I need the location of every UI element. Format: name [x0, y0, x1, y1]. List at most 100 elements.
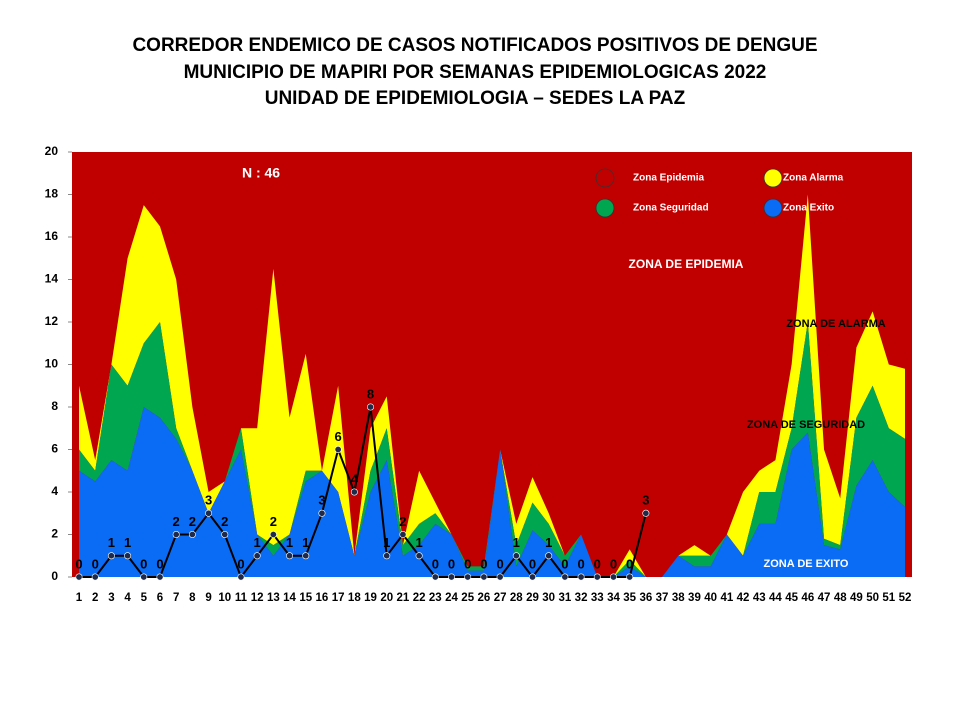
x-tick-label: 46 [801, 592, 814, 604]
case-marker [496, 573, 504, 581]
case-marker [626, 573, 634, 581]
case-marker [464, 573, 472, 581]
data-label: 2 [270, 514, 277, 529]
data-label: 1 [302, 535, 309, 550]
y-tick-label: 20 [45, 144, 59, 158]
x-tick-label: 8 [189, 592, 196, 604]
legend-marker [595, 198, 615, 218]
x-tick-label: 15 [299, 592, 312, 604]
case-marker [318, 509, 326, 517]
x-tick-label: 3 [108, 592, 114, 604]
y-tick-label: 12 [45, 314, 59, 328]
y-tick-label: 8 [51, 399, 58, 413]
x-tick-label: 29 [526, 592, 539, 604]
data-label: 0 [464, 556, 471, 571]
data-label: 0 [480, 556, 487, 571]
annotation: ZONA DE EPIDEMIA [629, 257, 744, 271]
x-tick-label: 4 [124, 592, 131, 604]
x-tick-label: 44 [769, 592, 782, 604]
data-label: 1 [383, 535, 390, 550]
case-marker [545, 552, 553, 560]
x-tick-label: 41 [720, 592, 733, 604]
x-tick-label: 22 [413, 592, 426, 604]
case-marker [75, 573, 83, 581]
data-label: 1 [513, 535, 520, 550]
data-label: 6 [335, 429, 342, 444]
data-label: 4 [351, 471, 359, 486]
data-label: 0 [610, 556, 617, 571]
y-tick-label: 2 [51, 527, 58, 541]
x-tick-label: 16 [316, 592, 329, 604]
data-label: 0 [237, 556, 244, 571]
y-tick-label: 18 [45, 187, 59, 201]
x-tick-label: 50 [866, 592, 879, 604]
y-tick-label: 0 [51, 569, 58, 583]
case-marker [367, 403, 375, 411]
case-marker [156, 573, 164, 581]
data-label: 0 [140, 556, 147, 571]
case-marker [593, 573, 601, 581]
data-label: 1 [545, 535, 552, 550]
case-marker [512, 552, 520, 560]
chart-title: MUNICIPIO DE MAPIRI POR SEMANAS EPIDEMIO… [184, 62, 767, 83]
case-marker [221, 530, 229, 538]
data-label: 3 [642, 493, 649, 508]
y-tick-label: 14 [45, 272, 59, 286]
annotation: ZONA DE EXITO [764, 558, 849, 570]
x-tick-label: 49 [850, 592, 863, 604]
x-tick-label: 25 [461, 592, 474, 604]
data-label: 1 [254, 535, 261, 550]
zone-area [79, 194, 905, 577]
x-tick-label: 9 [205, 592, 211, 604]
data-label: 1 [416, 535, 423, 550]
annotation: N : 46 [242, 165, 280, 181]
x-tick-label: 35 [623, 592, 636, 604]
data-label: 1 [124, 535, 131, 550]
data-label: 0 [432, 556, 439, 571]
data-label: 0 [496, 556, 503, 571]
annotation: ZONA DE ALARMA [786, 318, 885, 330]
x-tick-label: 52 [899, 592, 912, 604]
data-label: 0 [529, 556, 536, 571]
x-tick-label: 45 [785, 592, 798, 604]
y-tick-label: 10 [45, 357, 59, 371]
case-marker [609, 573, 617, 581]
x-tick-label: 10 [218, 592, 231, 604]
x-tick-label: 26 [478, 592, 491, 604]
legend-marker [763, 198, 783, 218]
data-label: 2 [399, 514, 406, 529]
data-label: 2 [221, 514, 228, 529]
x-tick-label: 19 [364, 592, 377, 604]
case-marker [334, 445, 342, 453]
x-tick-label: 38 [672, 592, 685, 604]
case-marker [528, 573, 536, 581]
case-marker [91, 573, 99, 581]
legend-label: Zona Alarma [783, 173, 844, 184]
case-marker [107, 552, 115, 560]
case-marker [642, 509, 650, 517]
annotation: ZONA DE SEGURIDAD [747, 419, 865, 431]
data-label: 0 [156, 556, 163, 571]
legend-label: Zona Seguridad [633, 203, 709, 214]
x-tick-label: 40 [704, 592, 717, 604]
x-tick-label: 5 [141, 592, 148, 604]
zone-area [79, 322, 905, 577]
x-tick-label: 42 [737, 592, 750, 604]
data-label: 3 [205, 493, 212, 508]
data-label: 0 [561, 556, 568, 571]
case-marker [269, 530, 277, 538]
x-tick-label: 23 [429, 592, 442, 604]
legend-label: Zona Epidemia [633, 173, 705, 184]
case-marker [415, 552, 423, 560]
case-marker [188, 530, 196, 538]
x-tick-label: 7 [173, 592, 179, 604]
data-label: 2 [189, 514, 196, 529]
case-marker [286, 552, 294, 560]
data-label: 1 [286, 535, 293, 550]
case-marker [140, 573, 148, 581]
x-tick-label: 36 [639, 592, 652, 604]
x-tick-label: 27 [494, 592, 507, 604]
x-tick-label: 6 [157, 592, 163, 604]
cases-line [79, 406, 647, 580]
